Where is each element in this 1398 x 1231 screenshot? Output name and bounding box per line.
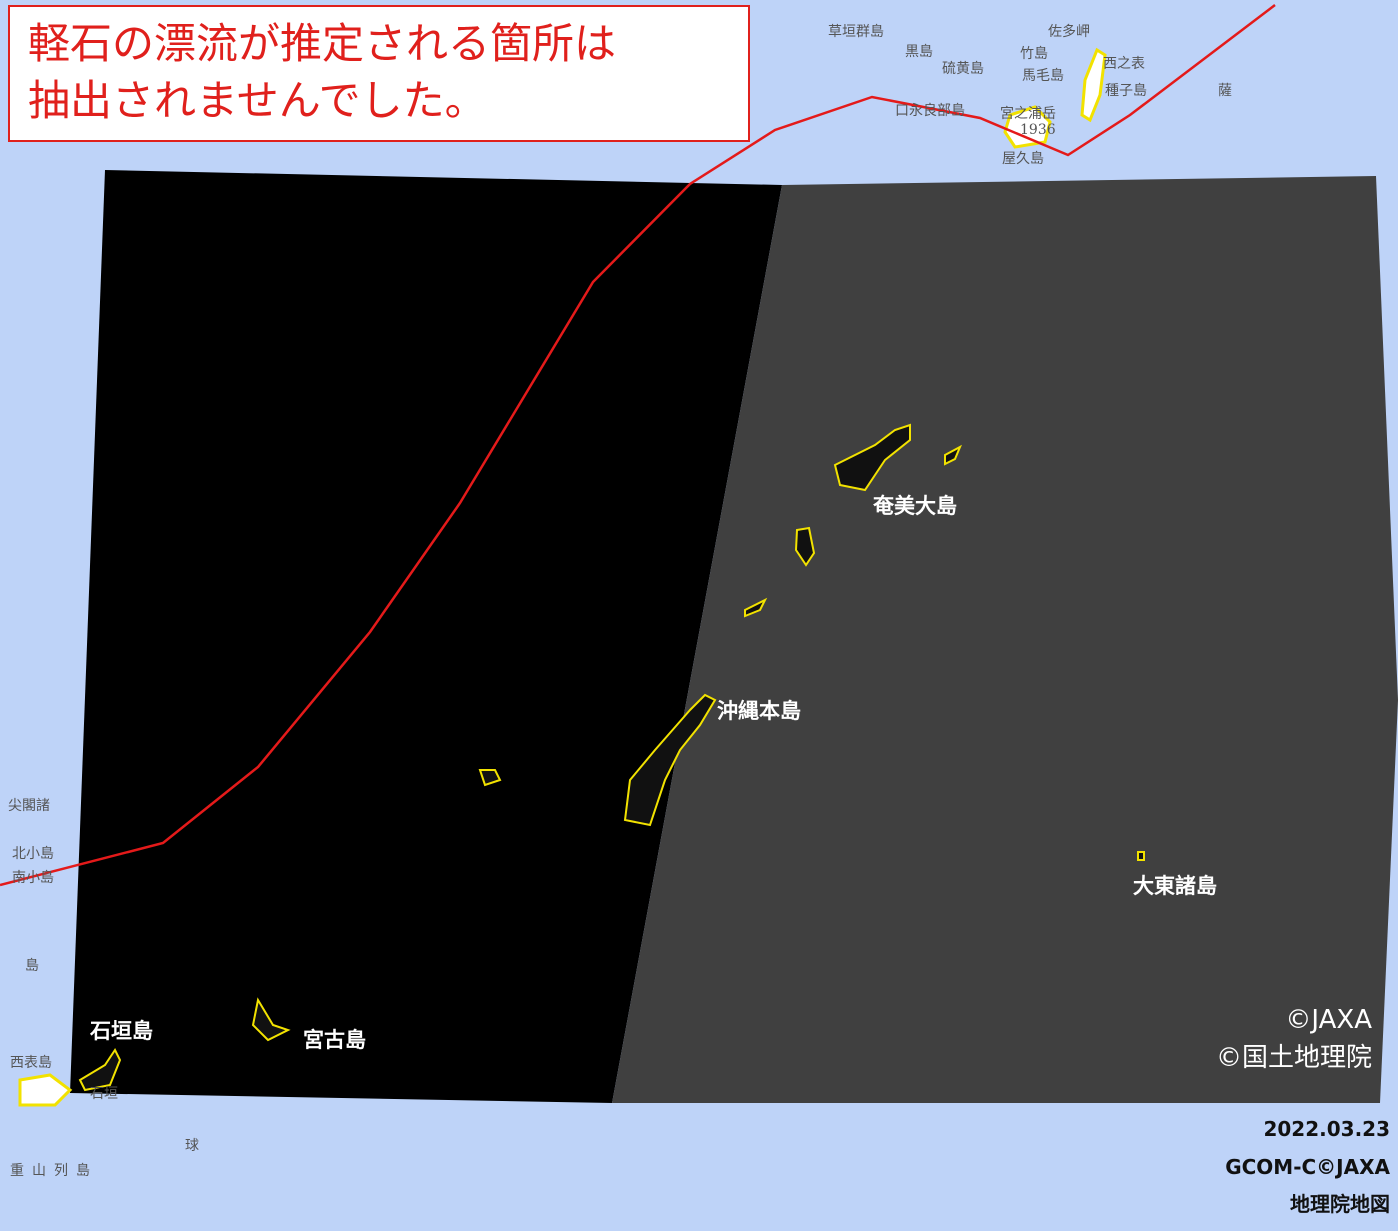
island-label: 宮古島 xyxy=(303,1028,366,1052)
island xyxy=(623,693,717,827)
place-label: 南小島 xyxy=(12,870,54,886)
base-labels: 草垣群島 黒島 硫黄島 竹島 馬毛島 西之表 種子島 口永良部島 宮之浦岳 19… xyxy=(8,23,1232,1179)
island xyxy=(1003,105,1052,149)
place-label: 重山列島 xyxy=(10,1163,98,1179)
boundary-line xyxy=(0,4,1276,887)
island-label: 奄美大島 xyxy=(873,494,957,518)
place-label: 西之表 xyxy=(1103,56,1145,72)
place-label: 黒島 xyxy=(905,44,933,60)
place-label: 佐多岬 xyxy=(1048,23,1090,40)
source: GCOM-C©JAXA xyxy=(1225,1155,1390,1179)
place-label: 島 xyxy=(25,958,39,974)
place-label: 口永良部島 xyxy=(895,103,965,119)
place-label: 草垣群島 xyxy=(828,24,884,40)
satellite-day xyxy=(612,176,1398,1103)
place-label: 薩 xyxy=(1218,83,1232,99)
island xyxy=(944,444,962,466)
place-label: 球 xyxy=(185,1138,199,1154)
satellite-night xyxy=(70,170,782,1103)
place-label: 馬毛島 xyxy=(1022,68,1064,84)
island xyxy=(744,597,768,618)
island xyxy=(1080,47,1107,123)
place-label: 1936 xyxy=(1020,122,1056,138)
place-label: 北小島 xyxy=(12,846,54,862)
place-label: 屋久島 xyxy=(1002,151,1044,167)
banner-text: 抽出されませんでした。 xyxy=(28,76,487,125)
place-label: 竹島 xyxy=(1020,46,1048,62)
island-label: 沖縄本島 xyxy=(717,699,801,723)
island xyxy=(251,997,291,1042)
island xyxy=(18,1073,73,1107)
island xyxy=(833,423,911,492)
place-label: 宮之浦岳 xyxy=(1000,106,1056,122)
island xyxy=(78,1048,122,1092)
source: 地理院地図 xyxy=(1290,1192,1390,1216)
island-labels: 奄美大島 沖縄本島 大東諸島 石垣島 宮古島 xyxy=(89,494,1217,1052)
place-label: 種子島 xyxy=(1105,83,1147,99)
place-label: 硫黄島 xyxy=(942,60,984,77)
date: 2022.03.23 xyxy=(1263,1117,1390,1141)
place-label: 西表島 xyxy=(10,1055,52,1071)
island xyxy=(794,526,816,567)
banner-text: 軽石の漂流が推定される箇所は xyxy=(28,19,616,68)
credit: ©JAXA xyxy=(1285,1005,1372,1035)
island xyxy=(1137,851,1145,861)
place-label: 尖閣諸 xyxy=(8,798,50,814)
credit: ©国土地理院 xyxy=(1216,1043,1372,1073)
place-label: 石垣 xyxy=(90,1086,118,1102)
banner-box xyxy=(8,5,750,142)
island xyxy=(478,769,502,787)
islands xyxy=(18,47,1145,1107)
island-label: 大東諸島 xyxy=(1133,874,1217,898)
island-label: 石垣島 xyxy=(89,1019,153,1043)
